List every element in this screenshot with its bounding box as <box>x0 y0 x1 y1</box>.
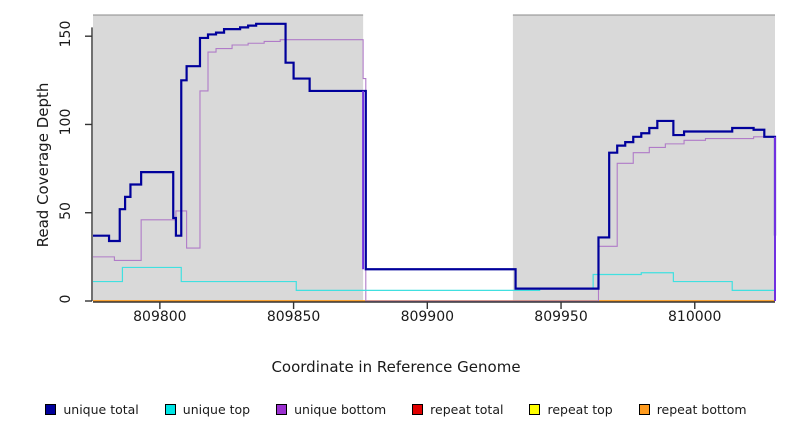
legend-item-repeat-top[interactable]: repeat top <box>529 401 613 417</box>
series-line-unique-bottom <box>93 39 776 302</box>
x-tick-label-809900: 809900 <box>400 309 455 325</box>
x-tick-label-809950: 809950 <box>534 309 588 325</box>
x-tick-label-810000: 810000 <box>668 309 722 325</box>
chart-legend: unique total unique top unique bottom repea… <box>0 398 792 420</box>
y-tick-label-100: 100 <box>58 109 74 136</box>
y-tick-label-0: 0 <box>58 294 74 304</box>
legend-item-unique-top[interactable]: unique top <box>164 401 251 417</box>
legend-item-unique-total[interactable]: unique total <box>45 401 139 417</box>
legend-item-repeat-bottom[interactable]: repeat bottom <box>638 401 747 417</box>
y-tick-label-150: 150 <box>58 20 74 48</box>
legend-label: unique top <box>182 401 251 417</box>
legend-item-repeat-total[interactable]: repeat total <box>412 402 503 417</box>
y-tick-label-50: 50 <box>58 201 74 220</box>
x-tick-label-809850: 809850 <box>266 309 321 325</box>
legend-label: repeat total <box>430 401 504 417</box>
series-line-unique-total <box>93 22 777 290</box>
shaded-region-0 <box>93 15 364 301</box>
legend-swatch-icon <box>276 403 288 415</box>
legend-label: repeat bottom <box>656 401 747 417</box>
legend-swatch-icon <box>412 403 424 415</box>
legend-swatch-icon <box>638 403 650 415</box>
legend-label: unique total <box>63 401 139 417</box>
legend-swatch-icon <box>529 403 541 415</box>
legend-item-unique-bottom[interactable]: unique bottom <box>276 402 386 417</box>
x-axis-title: Coordinate in Reference Genome <box>271 358 521 376</box>
legend-label: unique bottom <box>294 401 387 417</box>
legend-swatch-icon <box>45 403 57 415</box>
shaded-region-1 <box>512 15 775 301</box>
legend-label: repeat top <box>547 401 613 417</box>
x-tick-label-809800: 809800 <box>133 309 187 325</box>
legend-swatch-icon <box>164 403 176 415</box>
